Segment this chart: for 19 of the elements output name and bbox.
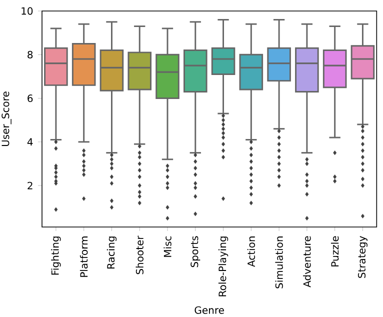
- y-axis-title: User_Score: [2, 92, 12, 146]
- x-tick-label: Action: [247, 236, 256, 267]
- x-tick-label: Misc: [164, 236, 172, 257]
- y-tick-label: 4: [27, 138, 33, 146]
- x-tick-label: Platform: [80, 236, 88, 277]
- x-tick-label: Racing: [106, 236, 117, 269]
- y-tick-label: 8: [28, 50, 33, 58]
- x-tick-label: Shooter: [136, 236, 144, 274]
- x-tick-label: Role-Playing: [218, 236, 228, 296]
- y-tick-label: 10: [22, 7, 33, 15]
- x-tick-label: Sports: [190, 236, 200, 268]
- x-tick-label: Puzzle: [330, 236, 339, 266]
- x-tick-label: Fighting: [51, 236, 61, 275]
- x-tick-label: Adventure: [303, 236, 311, 288]
- y-tick-label: 2: [28, 182, 32, 190]
- x-tick-label: Strategy: [358, 236, 368, 278]
- x-axis-title: Genre: [194, 306, 224, 314]
- x-tick-label: Simulation: [275, 236, 283, 288]
- y-tick-label: 6: [28, 94, 33, 102]
